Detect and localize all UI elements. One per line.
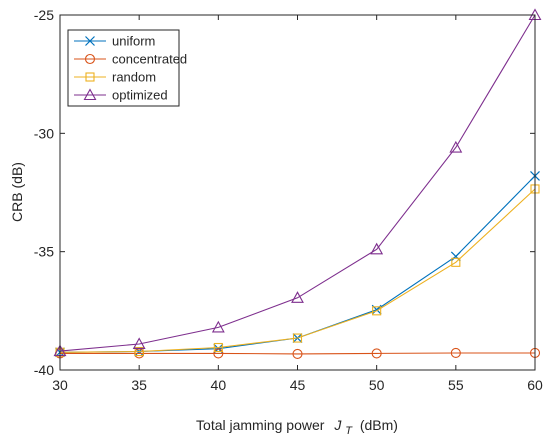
- legend-entry-concentrated: concentrated: [74, 52, 187, 67]
- data-point-optimized: [132, 337, 146, 350]
- data-point-optimized: [211, 320, 225, 333]
- legend-label: random: [112, 70, 156, 85]
- legend-marker: [83, 88, 97, 101]
- legend-label: optimized: [112, 88, 168, 103]
- x-axis-label-var: J: [333, 417, 342, 433]
- y-tick-label: -40: [34, 362, 54, 378]
- x-tick-label: 40: [211, 377, 227, 393]
- legend-marker: [85, 36, 95, 46]
- legend: uniform concentrated random optimized: [67, 29, 187, 107]
- y-axis-label: CRB (dB): [9, 162, 25, 222]
- data-point-random: [134, 346, 144, 357]
- x-tick-label: 55: [448, 377, 464, 393]
- legend-label: concentrated: [112, 52, 187, 67]
- legend-entries: uniform concentrated random optimized: [74, 34, 187, 103]
- series-line-random: [59, 188, 536, 353]
- y-axis-ticks: -40 -35 -30 -25: [34, 7, 535, 378]
- x-axis-ticks: 30 35 40 45 50 55 60: [52, 15, 543, 393]
- series-layer: [53, 8, 542, 359]
- x-axis-label: Total jamming power J T (dBm): [196, 417, 398, 437]
- legend-entry-uniform: uniform: [74, 34, 155, 49]
- y-tick-label: -25: [34, 7, 54, 23]
- series-line-optimized: [59, 14, 536, 352]
- data-point-concentrated: [292, 348, 303, 359]
- x-tick-label: 60: [527, 377, 543, 393]
- legend-marker: [84, 53, 96, 65]
- x-axis-label-sub: T: [345, 425, 353, 437]
- legend-marker: [85, 72, 95, 82]
- data-point-optimized: [291, 291, 304, 303]
- data-point-random: [372, 306, 382, 316]
- x-tick-label: 35: [131, 377, 147, 393]
- data-point-optimized: [370, 242, 384, 255]
- series-line-concentrated: [60, 352, 535, 355]
- data-point-optimized: [449, 140, 463, 153]
- legend-entry-optimized: optimized: [74, 88, 168, 103]
- y-tick-label: -35: [34, 244, 54, 260]
- data-point-random: [451, 257, 461, 267]
- data-point-concentrated: [371, 348, 382, 359]
- y-tick-label: -30: [34, 125, 54, 141]
- x-axis-label-prefix: Total jamming power: [196, 417, 325, 433]
- x-tick-label: 50: [369, 377, 385, 393]
- x-tick-label: 45: [290, 377, 306, 393]
- data-point-random: [213, 342, 223, 353]
- data-point-random: [292, 333, 303, 343]
- data-point-concentrated: [213, 348, 224, 359]
- x-axis-label-unit: (dBm): [360, 417, 398, 433]
- legend-entry-random: random: [74, 70, 156, 85]
- legend-label: uniform: [112, 34, 155, 49]
- series-optimized: [53, 8, 542, 357]
- x-tick-label: 30: [52, 377, 68, 393]
- legend-box: [67, 29, 180, 107]
- data-point-concentrated: [450, 347, 461, 359]
